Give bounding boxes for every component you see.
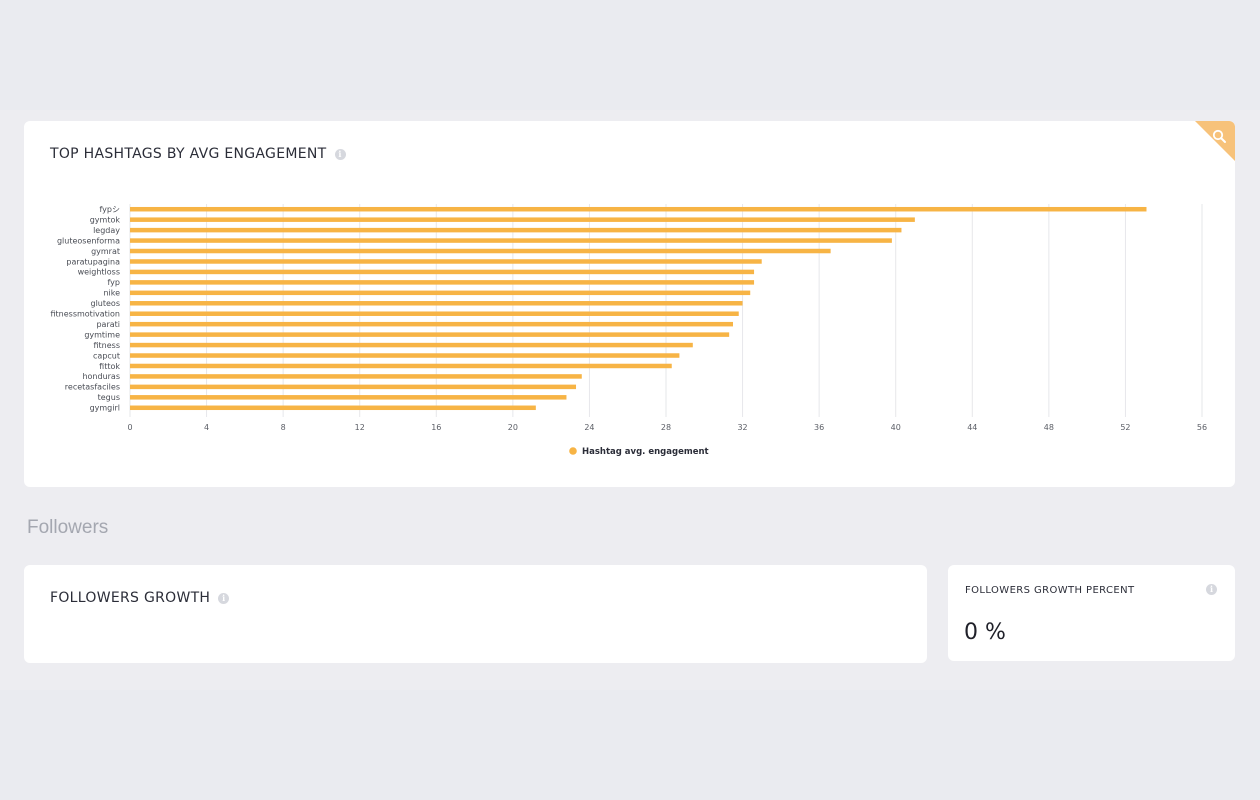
search-icon[interactable]	[1195, 121, 1235, 161]
bar-parati[interactable]	[130, 321, 733, 327]
bar-gluteos[interactable]	[130, 301, 743, 306]
top-hashtags-card: TOP HASHTAGS BY AVG ENGAGEMENT i fypシ gymt…	[24, 121, 1235, 487]
x-tick-label: 48	[1044, 423, 1054, 432]
y-category-label: fitnessmotivation	[50, 310, 120, 319]
x-tick-label: 16	[431, 423, 441, 432]
bar-fitnessmotivation[interactable]	[130, 311, 739, 316]
bar-weightloss[interactable]	[130, 269, 755, 275]
y-category-label: legday	[93, 226, 120, 235]
bar-fyp[interactable]	[130, 280, 755, 285]
followers-growth-percent-value: 0 %	[964, 620, 1006, 645]
y-category-label: fittok	[99, 362, 120, 371]
y-category-label: paratupagina	[66, 257, 120, 266]
bar-honduras[interactable]	[130, 374, 582, 379]
x-tick-label: 4	[204, 423, 209, 432]
y-category-label: gymgirl	[90, 404, 120, 413]
x-tick-label: 20	[508, 423, 518, 432]
x-tick-label: 52	[1120, 423, 1130, 432]
info-icon[interactable]: i	[218, 592, 230, 604]
x-tick-label: 40	[891, 423, 901, 432]
top-hashtags-title-row: TOP HASHTAGS BY AVG ENGAGEMENT i	[50, 146, 346, 162]
bar-fitness[interactable]	[130, 342, 693, 348]
bar-gymrat[interactable]	[130, 248, 831, 254]
chart-x-ticks: 0 4 8 12 16 20 24 28 32 36 40 44 48 52 56	[127, 423, 1207, 432]
hashtags-bar-chart: fypシgymtoklegdaygluteosenformagymratpara…	[50, 204, 1207, 457]
followers-growth-percent-title: FOLLOWERS GROWTH PERCENT	[965, 585, 1135, 596]
bar-gymtok[interactable]	[130, 217, 915, 222]
search-corner-button[interactable]	[1195, 121, 1235, 161]
bar-paratupagina[interactable]	[130, 259, 762, 264]
top-hashtags-title: TOP HASHTAGS BY AVG ENGAGEMENT	[50, 146, 327, 162]
followers-growth-percent-card: FOLLOWERS GROWTH PERCENT i 0 %	[948, 565, 1235, 661]
bar-capcut[interactable]	[130, 353, 680, 358]
y-category-label: tegus	[98, 393, 120, 402]
x-tick-label: 24	[584, 423, 594, 432]
x-tick-label: 0	[127, 423, 132, 432]
y-category-label: gluteos	[91, 299, 121, 308]
bar-tegus[interactable]	[130, 395, 567, 400]
bar-legday[interactable]	[130, 227, 902, 233]
y-category-label: capcut	[93, 351, 120, 360]
bar-gluteosenforma[interactable]	[130, 238, 892, 243]
info-icon[interactable]: i	[334, 148, 346, 160]
chart-legend[interactable]: Hashtag avg. engagement	[569, 447, 709, 457]
chart-y-labels: fypシgymtoklegdaygluteosenformagymratpara…	[50, 205, 120, 413]
x-tick-label: 44	[967, 423, 977, 432]
y-category-label: honduras	[82, 372, 120, 381]
info-icon[interactable]: i	[1206, 584, 1217, 595]
y-category-label: recetasfaciles	[65, 383, 120, 392]
x-tick-label: 12	[355, 423, 365, 432]
y-category-label: parati	[96, 320, 120, 329]
followers-growth-card: FOLLOWERS GROWTH i	[24, 565, 927, 663]
x-tick-label: 28	[661, 423, 671, 432]
y-category-label: gymtok	[90, 215, 121, 224]
y-category-label: fypシ	[100, 205, 121, 214]
bar-gymtime[interactable]	[130, 332, 730, 337]
followers-growth-title: FOLLOWERS GROWTH	[50, 590, 211, 606]
y-category-label: fitness	[93, 341, 120, 350]
followers-growth-title-row: FOLLOWERS GROWTH i	[50, 590, 230, 606]
bar-nike[interactable]	[130, 290, 751, 296]
x-tick-label: 56	[1197, 423, 1207, 432]
y-category-label: weightloss	[78, 268, 120, 277]
bar-fittok[interactable]	[130, 363, 672, 369]
y-category-label: gymtime	[84, 330, 120, 339]
bar-fypシ[interactable]	[130, 206, 1147, 212]
y-category-label: fyp	[108, 278, 121, 287]
y-category-label: gymrat	[91, 247, 120, 256]
x-tick-label: 32	[737, 423, 747, 432]
chart-bars	[130, 206, 1147, 411]
x-tick-label: 8	[281, 423, 286, 432]
followers-section-heading: Followers	[27, 517, 109, 538]
x-tick-label: 36	[814, 423, 824, 432]
bar-recetasfaciles[interactable]	[130, 384, 577, 390]
legend-marker[interactable]	[569, 447, 577, 455]
y-category-label: nike	[103, 289, 120, 298]
legend-label[interactable]: Hashtag avg. engagement	[582, 447, 709, 457]
bar-gymgirl[interactable]	[130, 405, 536, 411]
y-category-label: gluteosenforma	[57, 236, 120, 245]
